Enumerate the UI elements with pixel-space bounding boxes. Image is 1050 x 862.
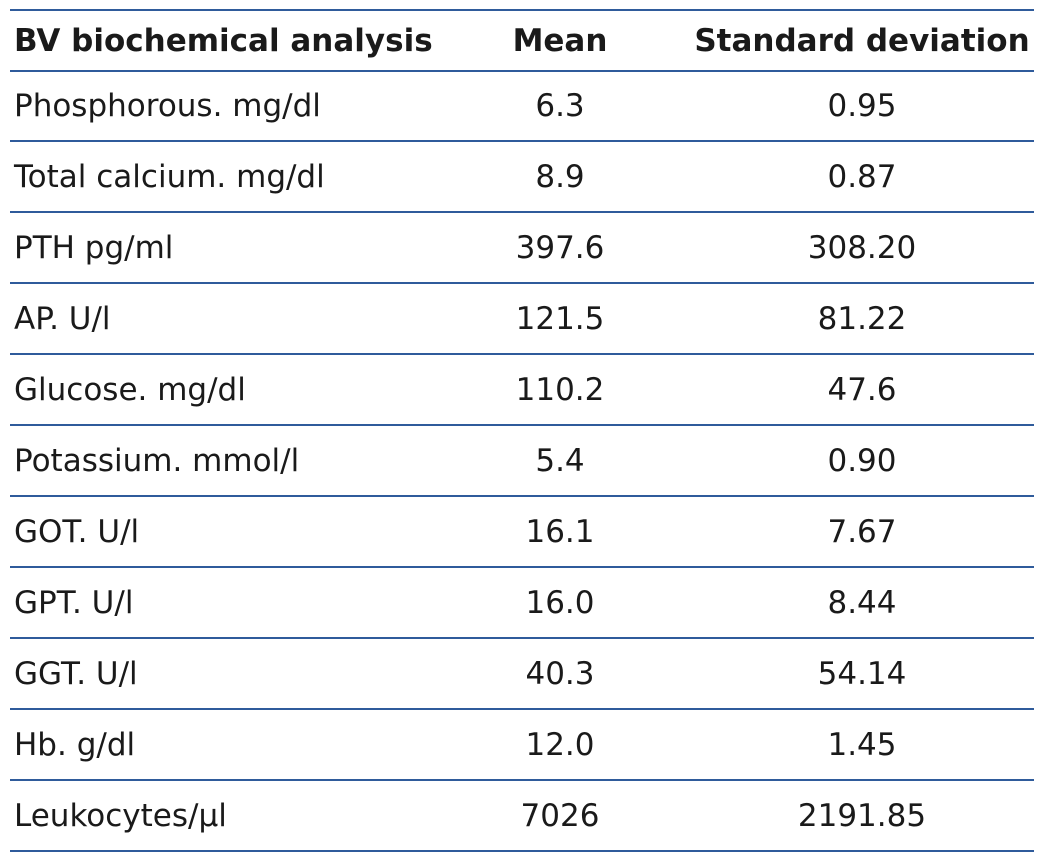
table-cell: 7.67	[827, 513, 897, 550]
table-cell: 0.95	[827, 87, 897, 124]
table-cell: 16.0	[525, 584, 595, 621]
table-cell: 397.6	[515, 229, 605, 266]
table-cell: 8.44	[827, 584, 897, 621]
table-cell: 16.1	[525, 513, 595, 550]
table-cell: 1.45	[827, 726, 897, 763]
table-cell: 40.3	[525, 655, 595, 692]
table-row: Phosphorous. mg/dl 6.3 0.95	[10, 71, 1034, 142]
table-cell: PTH pg/ml	[14, 229, 174, 266]
table-cell: 5.4	[535, 442, 585, 479]
table-cell: 2191.85	[797, 797, 927, 834]
table-cell: 12.0	[525, 726, 595, 763]
table-cell: GOT. U/l	[14, 513, 140, 550]
table-row: AP. U/l 121.5 81.22	[10, 284, 1034, 355]
header-cell: Standard deviation	[694, 22, 1030, 59]
table-row: GOT. U/l 16.1 7.67	[10, 497, 1034, 568]
table-cell: GPT. U/l	[14, 584, 134, 621]
table-row: Hb. g/dl 12.0 1.45	[10, 710, 1034, 781]
table-cell: 54.14	[817, 655, 907, 692]
table-row: GPT. U/l 16.0 8.44	[10, 568, 1034, 639]
table-cell: Total calcium. mg/dl	[14, 158, 325, 195]
table-cell: 0.87	[827, 158, 897, 195]
table-cell: 8.9	[535, 158, 585, 195]
header-row: BV biochemical analysis Mean Standard devi…	[10, 9, 1034, 72]
table-row: GGT. U/l 40.3 54.14	[10, 639, 1034, 710]
header-cell: Mean	[512, 22, 608, 59]
table-cell: Leukocytes/μl	[14, 797, 227, 834]
table-cell: 308.20	[807, 229, 917, 266]
table-cell: Hb. g/dl	[14, 726, 136, 763]
table-cell: AP. U/l	[14, 300, 111, 337]
table-row: Potassium. mmol/l 5.4 0.90	[10, 426, 1034, 497]
table-cell: GGT. U/l	[14, 655, 138, 692]
table-cell: 47.6	[827, 371, 897, 408]
table-cell: 110.2	[515, 371, 605, 408]
table-cell: 0.90	[827, 442, 897, 479]
table-cell: Potassium. mmol/l	[14, 442, 300, 479]
table-row: PTH pg/ml 397.6 308.20	[10, 213, 1034, 284]
table-row: Total calcium. mg/dl 8.9 0.87	[10, 142, 1034, 213]
table-cell: Phosphorous. mg/dl	[14, 87, 321, 124]
table-cell: Glucose. mg/dl	[14, 371, 246, 408]
table-cell: 81.22	[817, 300, 907, 337]
table-cell: 7026	[520, 797, 600, 834]
table-cell: 121.5	[515, 300, 605, 337]
table-row: Leukocytes/μl 7026 2191.85	[10, 781, 1034, 852]
table-cell: 6.3	[535, 87, 585, 124]
table-row: Glucose. mg/dl 110.2 47.6	[10, 355, 1034, 426]
header-cell: BV biochemical analysis	[14, 22, 433, 59]
